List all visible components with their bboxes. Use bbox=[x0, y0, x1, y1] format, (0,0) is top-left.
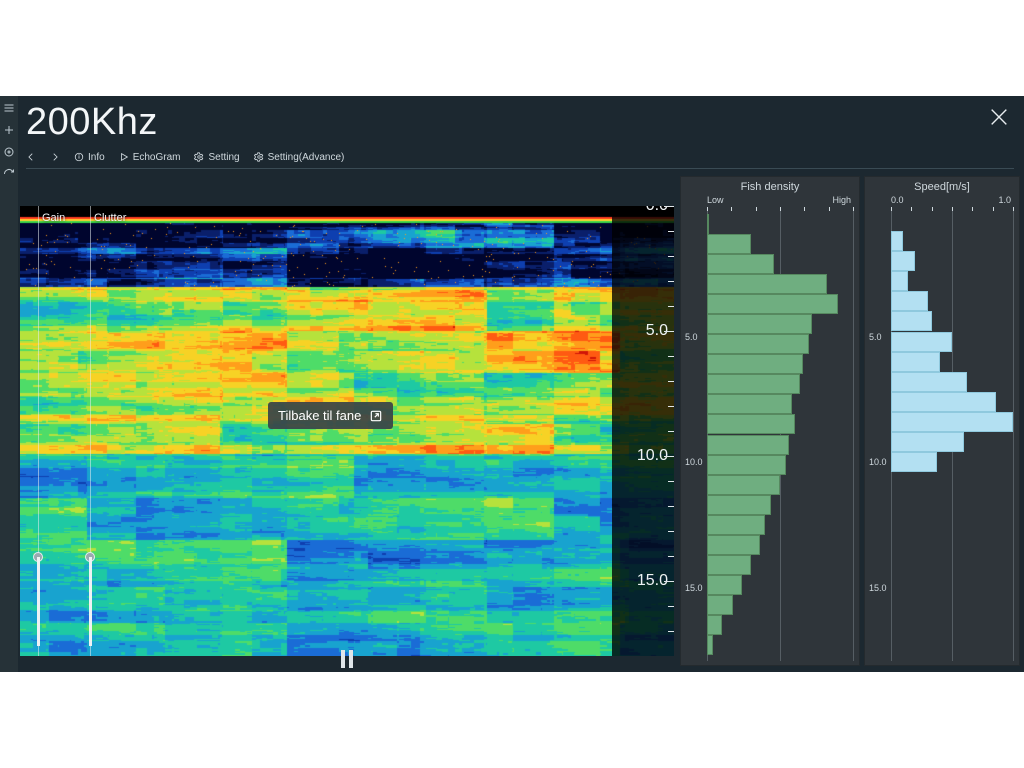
panel-bar bbox=[707, 394, 792, 414]
speed-panel: Speed[m/s] 0.0 1.0 5.0 10.0 15.0 bbox=[864, 176, 1020, 666]
panel-bar bbox=[891, 271, 908, 291]
menu-icon[interactable] bbox=[3, 102, 15, 114]
panel-bar bbox=[891, 372, 967, 392]
left-rail bbox=[0, 96, 18, 672]
panel-bar bbox=[891, 311, 932, 331]
tab-setting-advance[interactable]: Setting(Advance) bbox=[254, 152, 345, 163]
panel-bar bbox=[707, 535, 760, 555]
tab-label: Info bbox=[88, 152, 105, 163]
panel-bar bbox=[891, 452, 937, 472]
info-icon bbox=[74, 152, 84, 162]
echogram-canvas bbox=[20, 206, 674, 656]
panel-bar bbox=[707, 334, 809, 354]
tab-label: EchoGram bbox=[133, 152, 181, 163]
title-bar: 200Khz bbox=[26, 100, 1014, 144]
speed-bars: 5.0 10.0 15.0 bbox=[865, 211, 1019, 661]
panel-title: Fish density bbox=[681, 177, 859, 195]
nav-back-button[interactable] bbox=[26, 152, 36, 162]
tab-label: Setting bbox=[208, 152, 239, 163]
back-to-tab-tooltip[interactable]: Tilbake til fane bbox=[268, 402, 393, 429]
panel-bar bbox=[891, 412, 1013, 432]
pause-icon[interactable] bbox=[341, 650, 353, 668]
panel-bar bbox=[707, 555, 751, 575]
sonar-app-window: 200Khz Info EchoGram Setting bbox=[0, 96, 1024, 672]
panel-bar bbox=[707, 274, 827, 294]
panel-bar bbox=[891, 291, 928, 311]
panel-title: Speed[m/s] bbox=[865, 177, 1019, 195]
panel-bar bbox=[707, 595, 733, 615]
panel-bar bbox=[707, 414, 795, 434]
clutter-label: Clutter bbox=[94, 212, 126, 224]
panel-bar bbox=[707, 475, 780, 495]
panel-bar bbox=[707, 455, 786, 475]
scale-low: Low bbox=[707, 195, 724, 211]
tab-setting[interactable]: Setting bbox=[194, 152, 239, 163]
panel-ytick: 15.0 bbox=[685, 583, 703, 593]
fish-density-panel: Fish density Low High 5.0 10.0 15.0 bbox=[680, 176, 860, 666]
density-bars: 5.0 10.0 15.0 bbox=[681, 211, 859, 661]
panel-bar bbox=[707, 254, 774, 274]
depth-tick-label: 0.0 bbox=[646, 206, 668, 215]
tab-echogram[interactable]: EchoGram bbox=[119, 152, 181, 163]
play-icon bbox=[119, 152, 129, 162]
close-icon[interactable] bbox=[988, 106, 1010, 128]
panel-ytick: 10.0 bbox=[685, 457, 703, 467]
panel-bar bbox=[707, 374, 800, 394]
panel-bar bbox=[891, 332, 952, 352]
panel-bar bbox=[707, 635, 713, 655]
panel-bar bbox=[707, 615, 722, 635]
echogram-panel[interactable]: Gain Clutter 0.05.010.015.0 Tilbake til … bbox=[20, 206, 674, 656]
gear-icon bbox=[254, 152, 264, 162]
panel-bar bbox=[707, 314, 812, 334]
panel-ytick: 15.0 bbox=[869, 583, 887, 593]
scale-max: 1.0 bbox=[998, 195, 1011, 211]
popout-icon bbox=[369, 409, 383, 423]
depth-axis: 0.05.010.015.0 bbox=[612, 206, 674, 656]
panel-bar bbox=[707, 515, 765, 535]
nav-forward-button[interactable] bbox=[50, 152, 60, 162]
content-area: Gain Clutter 0.05.010.015.0 Tilbake til … bbox=[20, 176, 1020, 668]
panel-bar bbox=[891, 231, 903, 251]
panel-bar bbox=[707, 495, 771, 515]
divider bbox=[26, 168, 1014, 169]
panel-bar bbox=[707, 294, 838, 314]
panel-bar bbox=[707, 354, 803, 374]
tab-row: Info EchoGram Setting Setting(Advance) bbox=[26, 148, 1014, 166]
tooltip-text: Tilbake til fane bbox=[278, 408, 361, 423]
panel-bar bbox=[891, 392, 996, 412]
panel-bar bbox=[891, 251, 915, 271]
target-icon[interactable] bbox=[3, 146, 15, 158]
refresh-icon[interactable] bbox=[3, 168, 15, 180]
plus-icon[interactable] bbox=[3, 124, 15, 136]
scale-high: High bbox=[832, 195, 851, 211]
panel-bar bbox=[707, 435, 789, 455]
tab-label: Setting(Advance) bbox=[268, 152, 345, 163]
panel-bar bbox=[891, 432, 964, 452]
panel-bar bbox=[707, 234, 751, 254]
scale-min: 0.0 bbox=[891, 195, 904, 211]
page-title: 200Khz bbox=[26, 101, 158, 144]
tab-info[interactable]: Info bbox=[74, 152, 105, 163]
gear-icon bbox=[194, 152, 204, 162]
panel-bar bbox=[891, 352, 940, 372]
panel-ytick: 5.0 bbox=[869, 332, 882, 342]
panel-bar bbox=[707, 214, 709, 234]
panel-bar bbox=[707, 575, 742, 595]
panel-ytick: 10.0 bbox=[869, 457, 887, 467]
gain-label: Gain bbox=[42, 212, 65, 224]
panel-ytick: 5.0 bbox=[685, 332, 698, 342]
